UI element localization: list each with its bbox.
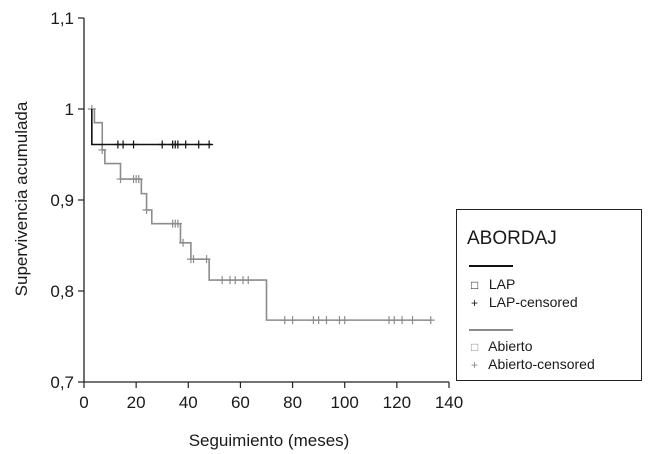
x-tick-label: 100 — [331, 393, 359, 412]
legend-line-abierto — [469, 329, 513, 331]
censored-marker-abierto — [280, 316, 289, 325]
legend: ABORDAJ □ LAP + LAP-censored □ Abierto +… — [456, 209, 642, 381]
legend-item-label: Abierto-censored — [488, 356, 595, 372]
censored-marker-abierto — [173, 219, 182, 228]
square-marker-icon: □ — [471, 340, 479, 354]
legend-item-lap: □ LAP — [471, 276, 515, 292]
y-tick-label: 1 — [65, 100, 74, 119]
censored-marker-abierto — [322, 316, 331, 325]
x-tick-label: 120 — [383, 393, 411, 412]
censored-marker-abierto — [288, 316, 297, 325]
legend-item-abierto: □ Abierto — [471, 338, 532, 354]
censored-marker-abierto — [426, 316, 435, 325]
plus-marker-icon: + — [471, 296, 479, 310]
censored-marker-lap — [129, 140, 138, 149]
legend-title: ABORDAJ — [467, 228, 557, 249]
censored-marker-lap — [173, 140, 182, 149]
censored-marker-lap — [194, 140, 203, 149]
censored-marker-abierto — [231, 276, 240, 285]
censored-marker-abierto — [202, 255, 211, 264]
censored-marker-abierto — [398, 316, 407, 325]
axes: 0 20 40 60 80 100 120 140 0,7 0,8 0,9 1 1,1 — [50, 9, 463, 412]
y-axis-label: Supervivencia acumulada — [12, 101, 31, 296]
censored-marker-lap — [158, 140, 167, 149]
censored-marker-lap — [119, 140, 128, 149]
legend-item-label: Abierto — [488, 338, 533, 354]
x-axis-label: Seguimiento (meses) — [189, 431, 350, 450]
censored-marker-abierto — [390, 316, 399, 325]
censored-marker-lap — [205, 140, 214, 149]
x-tick-label: 60 — [231, 393, 250, 412]
square-marker-icon: □ — [471, 278, 479, 292]
censored-marker-lap — [181, 140, 190, 149]
legend-item-lap-censored: + LAP-censored — [471, 294, 578, 310]
y-tick-label: 0,9 — [50, 191, 74, 210]
censored-marker-abierto — [98, 145, 107, 154]
censored-marker-abierto — [189, 255, 198, 264]
plus-marker-icon: + — [471, 358, 479, 372]
y-tick-label: 0,7 — [50, 373, 74, 392]
x-tick-label: 0 — [79, 393, 88, 412]
censored-marker-abierto — [179, 238, 188, 247]
x-tick-label: 20 — [127, 393, 146, 412]
censored-marker-abierto — [244, 276, 253, 285]
legend-item-label: LAP-censored — [488, 294, 578, 310]
censored-marker-abierto — [314, 316, 323, 325]
legend-item-abierto-censored: + Abierto-censored — [471, 356, 595, 372]
censored-marker-abierto — [340, 316, 349, 325]
y-tick-label: 1,1 — [50, 9, 74, 28]
x-tick-label: 80 — [283, 393, 302, 412]
legend-line-lap — [469, 265, 513, 267]
y-tick-label: 0,8 — [50, 282, 74, 301]
censored-marker-abierto — [408, 316, 417, 325]
censored-marker-abierto — [142, 206, 151, 215]
series-line-abierto — [91, 108, 431, 321]
censored-marker-abierto — [134, 175, 143, 184]
series-line-lap — [91, 109, 212, 146]
censored-marker-abierto — [116, 175, 125, 184]
censored-marker-abierto — [218, 276, 227, 285]
series-layer — [87, 105, 435, 325]
legend-item-label: LAP — [488, 276, 516, 292]
x-tick-label: 140 — [435, 393, 463, 412]
x-tick-label: 40 — [179, 393, 198, 412]
